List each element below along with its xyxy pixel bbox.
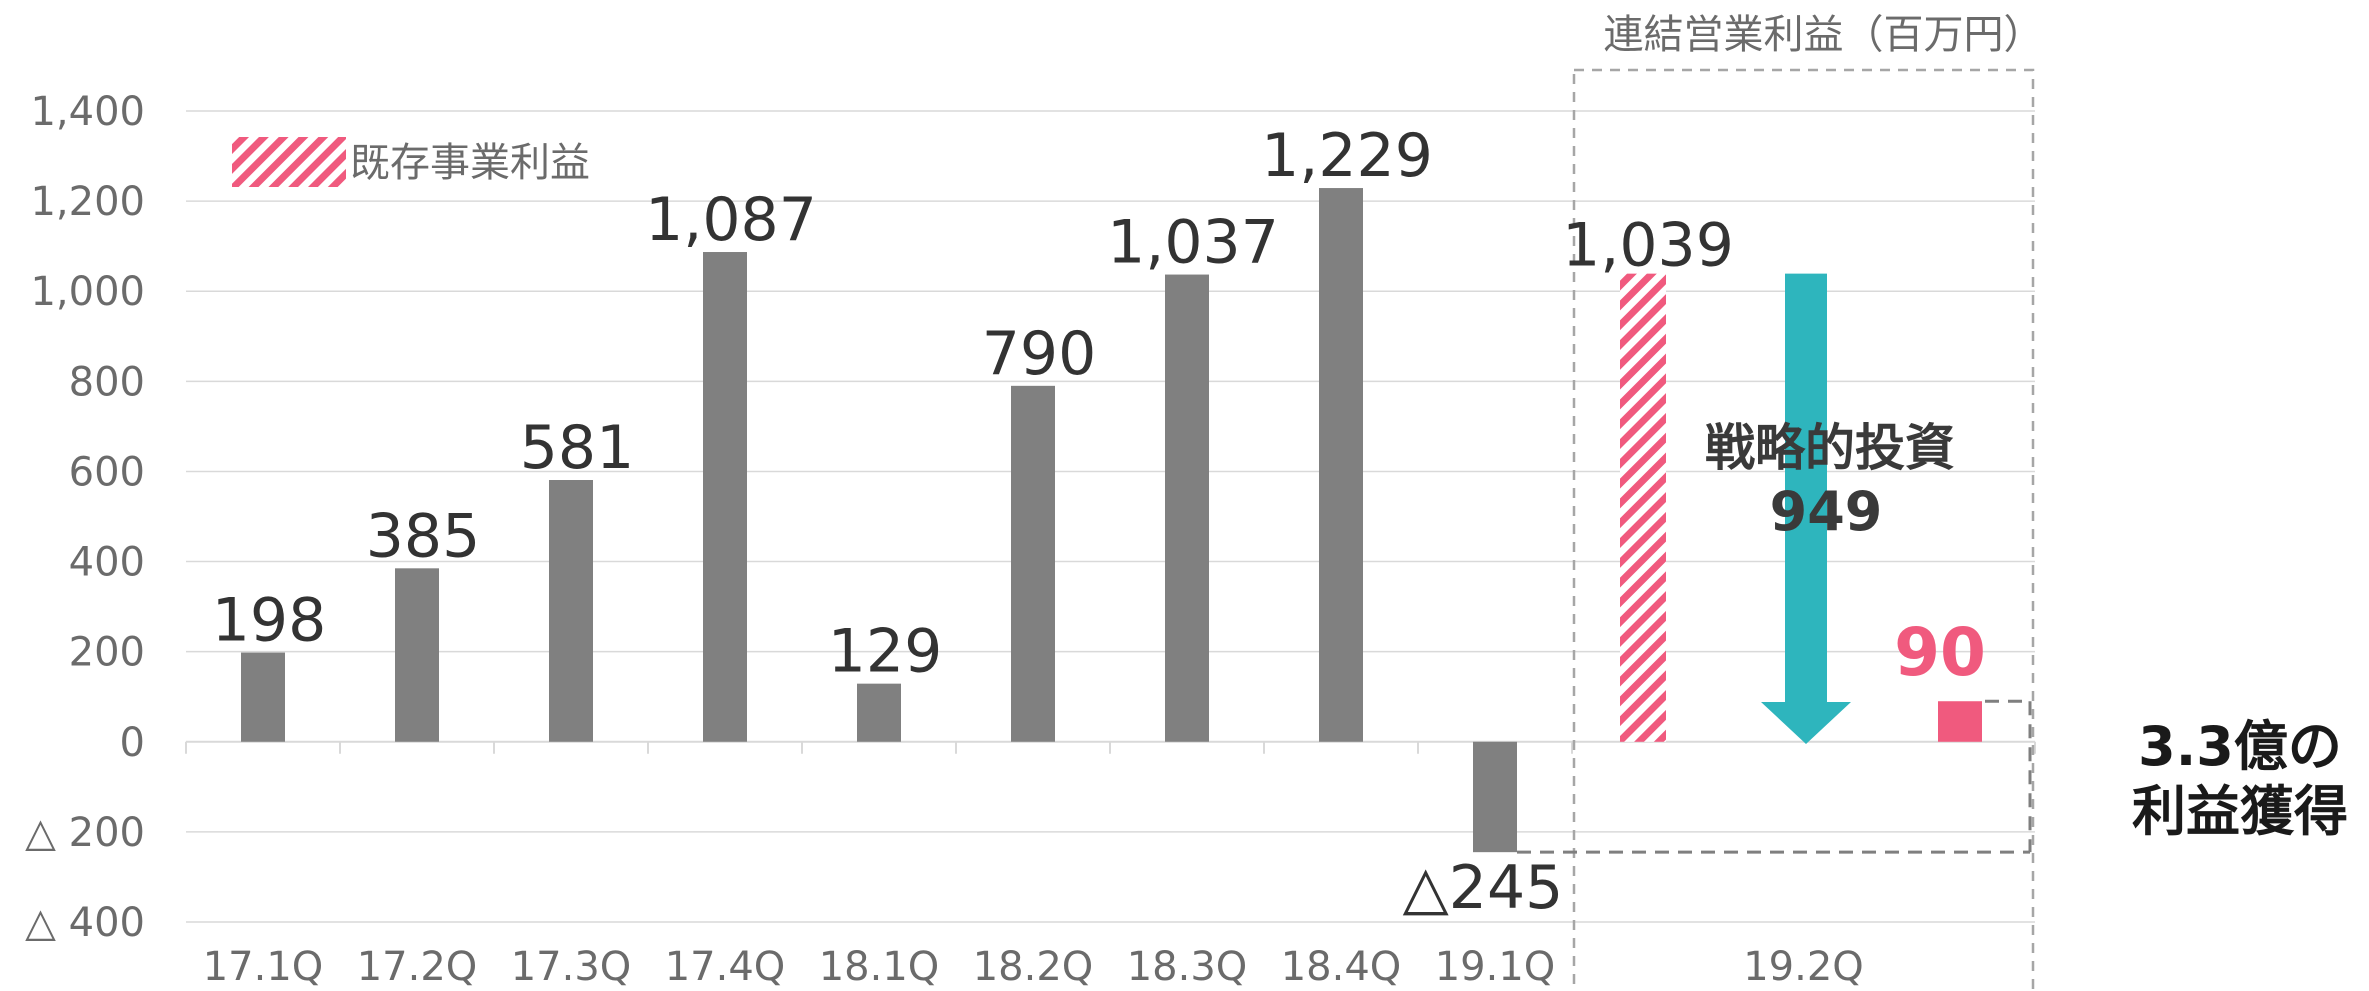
x-category-label: 17.1Q: [203, 944, 324, 990]
x-category-label: 18.1Q: [819, 944, 940, 990]
y-tick-label: 200: [69, 630, 145, 676]
y-tick-label: 1,000: [30, 269, 145, 315]
bar-18.4Q: [1319, 188, 1363, 742]
bar-19.1Q: [1473, 741, 1517, 853]
data-label: 90: [1894, 614, 1986, 691]
data-label: 790: [982, 319, 1097, 389]
legend-label: 既存事業利益: [350, 140, 590, 186]
x-category-label: 18.4Q: [1281, 944, 1402, 990]
bar-17.4Q: [703, 252, 747, 742]
x-category-label: 18.3Q: [1127, 944, 1248, 990]
bar-17.2Q: [395, 568, 439, 742]
data-label: 1,037: [1107, 208, 1279, 278]
investment-value: 949: [1770, 480, 1883, 543]
strategic-investment-arrow: [1761, 273, 1851, 744]
chart-title: 連結営業利益（百万円）: [1604, 12, 2044, 58]
y-tick-label: 0: [120, 720, 145, 766]
y-tick-label: 1,400: [30, 89, 145, 135]
data-label: 385: [366, 501, 481, 571]
profit-gain-line1: 3.3億の: [2138, 715, 2342, 778]
x-category-label: 19.1Q: [1435, 944, 1556, 990]
y-tick-label: 400: [69, 540, 145, 586]
bar-17.1Q: [241, 652, 285, 742]
y-tick-label: 800: [69, 359, 145, 405]
data-label: 129: [828, 617, 943, 687]
period-highlight-box: [1572, 68, 2035, 991]
legend-swatch: [232, 137, 346, 187]
investment-title: 戦略的投資: [1705, 419, 1955, 477]
data-label-existing: 1,039: [1562, 211, 1734, 281]
data-label: 1,087: [645, 185, 817, 255]
profit-gain-line2: 利益獲得: [2132, 780, 2348, 843]
data-label: 581: [520, 413, 635, 483]
y-tick-label: △ 400: [25, 900, 145, 946]
bar-18.1Q: [857, 683, 901, 742]
x-category-label: 18.2Q: [973, 944, 1094, 990]
x-category-label: 17.2Q: [357, 944, 478, 990]
x-category-label: 17.4Q: [665, 944, 786, 990]
bar-existing-business-19.2Q: [1620, 273, 1666, 742]
data-label: 1,229: [1261, 121, 1433, 191]
data-label: △245: [1403, 853, 1564, 923]
bar-19.2Q: [1938, 701, 1982, 742]
y-tick-label: 1,200: [30, 179, 145, 225]
data-label: 198: [212, 586, 327, 656]
bar-17.3Q: [549, 480, 593, 742]
y-tick-label: △ 200: [25, 810, 145, 856]
x-category-label: 17.3Q: [511, 944, 632, 990]
x-category-label: 19.2Q: [1743, 944, 1864, 990]
bar-18.2Q: [1011, 385, 1055, 742]
bar-18.3Q: [1165, 274, 1209, 742]
y-tick-label: 600: [69, 449, 145, 495]
